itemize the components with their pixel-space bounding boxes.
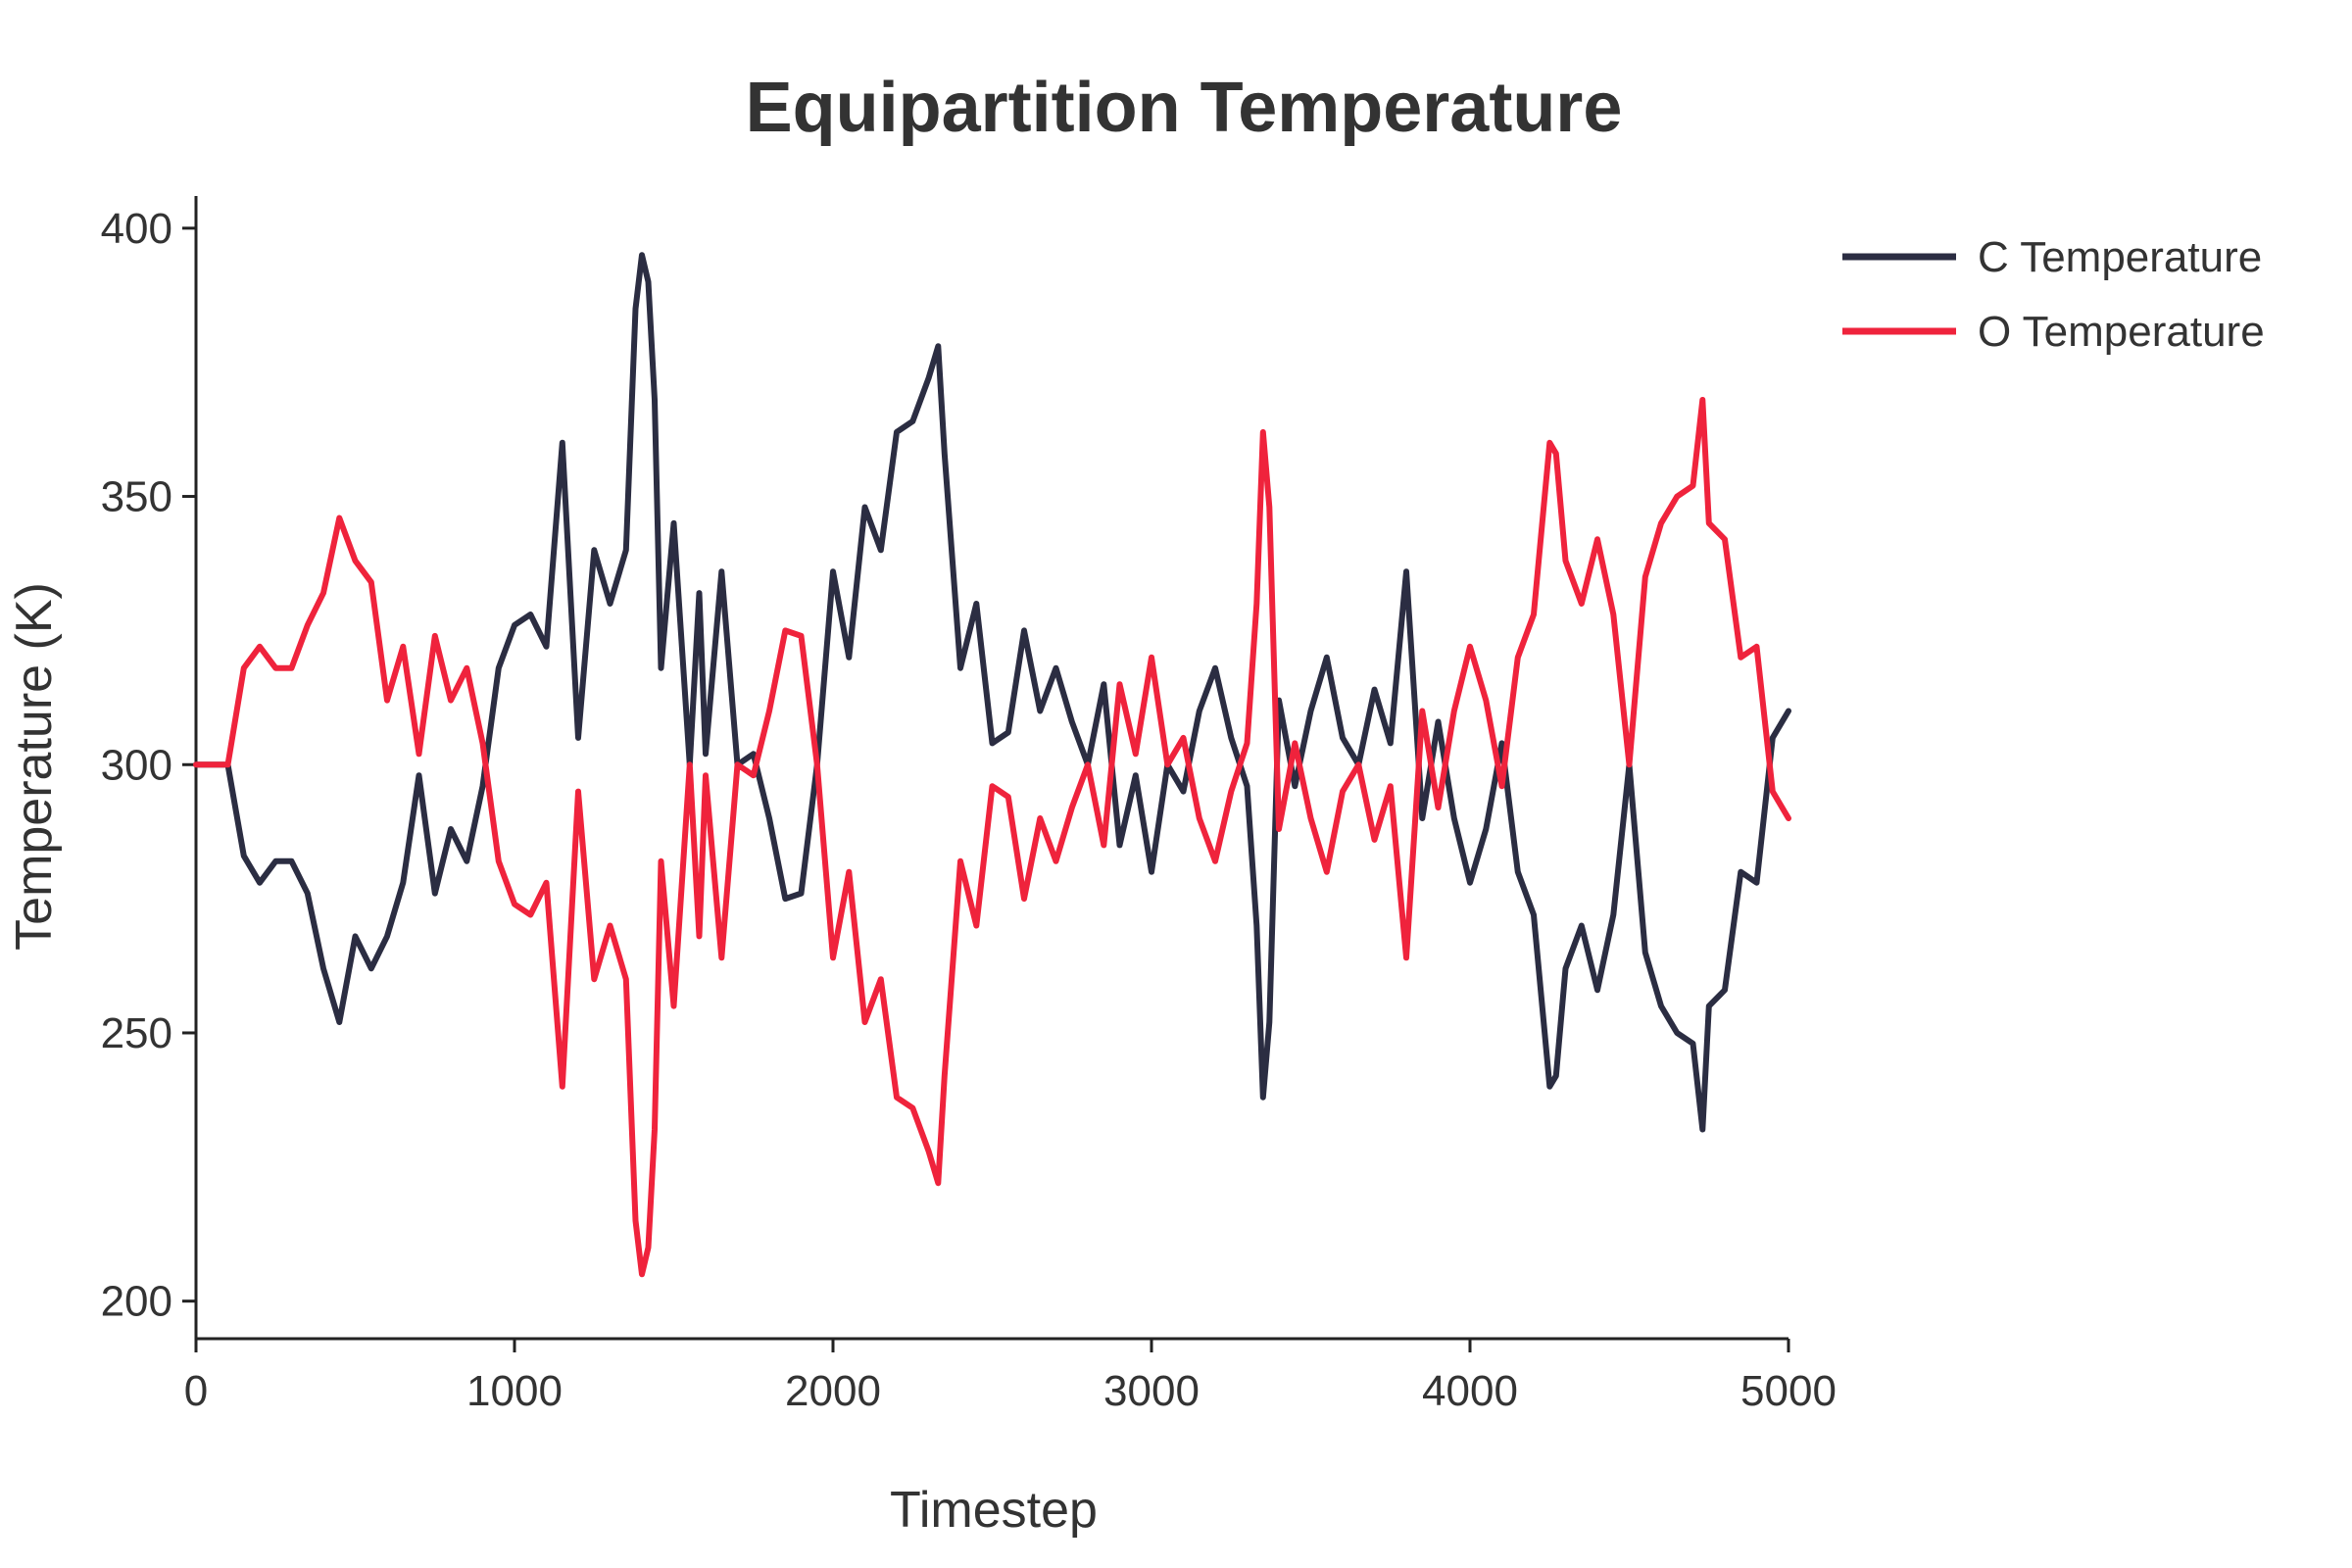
axes bbox=[194, 196, 1788, 1341]
ticks: 0 1000 2000 3000 4000 5000 200 250 300 350 400 bbox=[101, 205, 1837, 1415]
y-tick-label: 300 bbox=[101, 741, 172, 789]
series-line-c-temperature bbox=[193, 252, 1791, 1133]
legend-item: C Temperature bbox=[1842, 233, 2262, 281]
legend-label: O Temperature bbox=[1978, 308, 2265, 356]
x-axis-label: Timestep bbox=[890, 1482, 1098, 1539]
x-tick-label: 3000 bbox=[1103, 1367, 1200, 1415]
y-tick-label: 400 bbox=[101, 205, 172, 253]
legend: C Temperature O Temperature bbox=[1842, 233, 2265, 356]
series-line-o-temperature bbox=[193, 397, 1791, 1278]
series-group bbox=[193, 252, 1791, 1278]
y-tick-label: 250 bbox=[101, 1009, 172, 1057]
x-tick-label: 1000 bbox=[466, 1367, 563, 1415]
x-tick-label: 0 bbox=[184, 1367, 208, 1415]
chart-title: Equipartition Temperature bbox=[746, 69, 1623, 147]
y-tick-label: 200 bbox=[101, 1278, 172, 1326]
x-tick-label: 5000 bbox=[1740, 1367, 1837, 1415]
legend-item: O Temperature bbox=[1842, 308, 2265, 356]
x-tick-label: 2000 bbox=[785, 1367, 881, 1415]
legend-label: C Temperature bbox=[1978, 233, 2262, 281]
x-tick-label: 4000 bbox=[1422, 1367, 1518, 1415]
y-axis-label: Temperature (K) bbox=[6, 582, 63, 951]
y-tick-label: 350 bbox=[101, 473, 172, 521]
